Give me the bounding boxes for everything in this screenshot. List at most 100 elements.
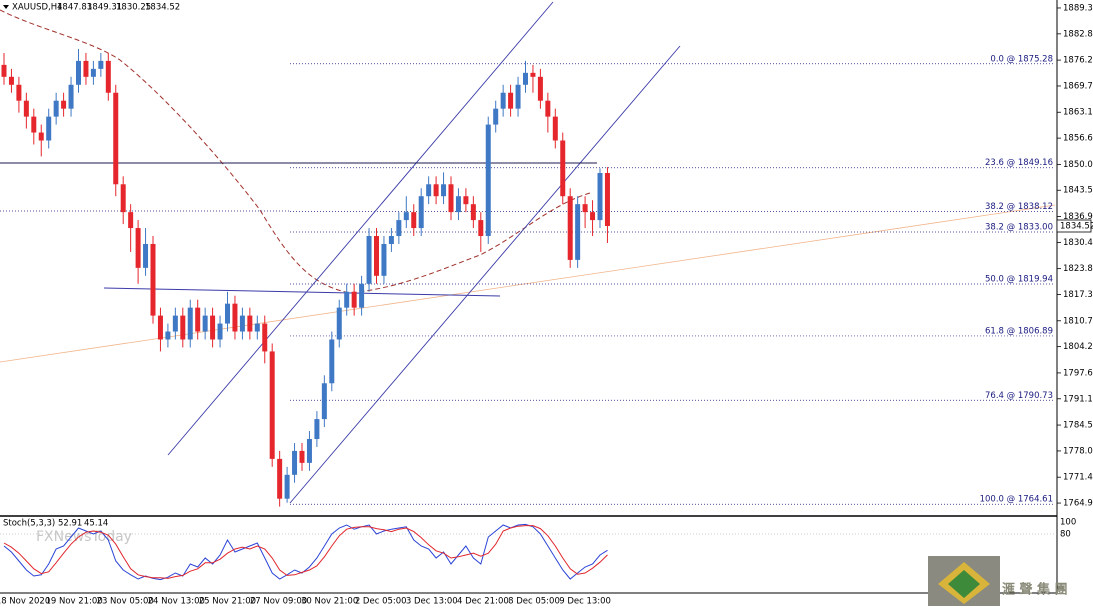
support-line (103, 287, 501, 297)
x-tick-label: 2 Dec 05:00 (355, 597, 407, 607)
high-value: 1849.31 (87, 3, 122, 13)
open-value: 1847.83 (57, 3, 92, 13)
candle-body (76, 60, 81, 85)
y-tick-label: 1876.20 (1063, 56, 1093, 66)
y-tick-label: 1797.60 (1063, 368, 1093, 378)
candle-body (478, 220, 484, 237)
candle-body (31, 116, 37, 133)
low-value: 1830.25 (116, 3, 151, 13)
candle-body (135, 228, 141, 268)
y-tick-label: 1863.10 (1063, 108, 1093, 118)
candle-body (232, 303, 238, 332)
candle-body (396, 220, 402, 237)
candle-body (195, 307, 201, 332)
y-tick-label: 1823.80 (1063, 264, 1093, 274)
y-tick-label: 1778.00 (1063, 446, 1093, 456)
y-tick-label: 1856.60 (1063, 134, 1093, 144)
stoch-line (3, 523, 608, 581)
candle-body (38, 132, 44, 141)
x-tick-label: 25 Nov 21:00 (199, 597, 256, 607)
candle-body (180, 315, 186, 340)
candle-body (448, 184, 454, 213)
candle-body (411, 212, 417, 229)
y-tick-label: 1830.40 (1063, 238, 1093, 248)
stoch-d-value: 45.14 (84, 519, 108, 529)
y-tick-label: 1791.10 (1063, 394, 1093, 404)
x-tick-label: 4 Dec 21:00 (457, 597, 509, 607)
y-tick-label: 80 (1060, 530, 1071, 540)
current-price: 1834.52 (1060, 222, 1093, 232)
x-tick-label: 8 Dec 05:00 (508, 597, 560, 607)
candle-body (560, 140, 566, 197)
candle-body (113, 92, 119, 185)
moving-average (0, 9, 591, 294)
candle-body (46, 116, 52, 141)
candle-body (120, 184, 126, 213)
candle-body (217, 323, 223, 340)
x-tick-label: 24 Nov 13:00 (148, 597, 205, 607)
candle-body (239, 315, 245, 332)
candle-body (344, 291, 350, 308)
candle-body (269, 351, 275, 459)
candle-body (23, 100, 29, 117)
fib-label: 0.0 @ 1875.28 (990, 54, 1053, 64)
candle-body (292, 450, 298, 475)
candle-body (441, 184, 447, 197)
candle-body (515, 84, 521, 109)
candle-body (314, 419, 320, 439)
candle-body (336, 307, 342, 340)
fib-label: 38.2 @ 1838.12 (985, 202, 1053, 212)
x-tick-label: 30 Nov 21:00 (301, 597, 358, 607)
candle-body (366, 236, 372, 284)
candle-body (575, 204, 581, 260)
x-tick-label: 27 Nov 09:00 (250, 597, 307, 607)
candle-body (470, 204, 476, 221)
candle-body (374, 236, 379, 276)
candle-body (403, 212, 409, 221)
candle-body (128, 212, 134, 229)
candle-body (418, 196, 424, 229)
y-tick-label: 1817.30 (1063, 290, 1093, 300)
candle-body (105, 60, 111, 93)
candle-body (530, 72, 536, 77)
y-tick-label: 1869.70 (1063, 81, 1093, 91)
candle-body (485, 124, 491, 237)
candle-body (157, 315, 163, 340)
candle-body (590, 212, 596, 221)
fib-label: 50.0 @ 1819.94 (985, 275, 1053, 285)
y-tick-label: 1784.50 (1063, 421, 1093, 431)
candle-body (545, 100, 551, 117)
fib-label: 100.0 @ 1764.61 (980, 495, 1053, 505)
candle-body (83, 60, 89, 77)
logo: 滙 聲 集 團 (928, 556, 1068, 606)
candle-body (582, 204, 588, 213)
candle-body (359, 283, 365, 308)
symbol: XAUUSD,H4 (12, 3, 63, 13)
candle-body (61, 100, 67, 109)
y-tick-label: 1764.90 (1063, 499, 1093, 509)
candle-body (90, 68, 96, 77)
y-tick-label: 1889.30 (1063, 3, 1093, 13)
stoch-line (3, 525, 608, 579)
logo-text: 滙 聲 集 團 (1002, 582, 1068, 598)
candle-body (321, 383, 327, 420)
watermark: FXNewsToday (36, 529, 132, 545)
candle-body (8, 76, 14, 85)
fib-label: 23.6 @ 1849.16 (985, 158, 1053, 168)
candle-body (143, 243, 149, 268)
menu-arrow (3, 5, 9, 9)
fib-label: 76.4 @ 1790.73 (985, 391, 1053, 401)
y-tick-label: 1882.80 (1063, 29, 1093, 39)
candle-body (306, 438, 312, 463)
candle-body (597, 173, 603, 221)
candle-body (537, 76, 543, 101)
logo-inner (948, 570, 980, 598)
candle-body (262, 323, 268, 352)
x-tick-label: 3 Dec 13:00 (406, 597, 458, 607)
candle-body (254, 323, 260, 332)
candle-body (351, 291, 357, 308)
candle-body (225, 303, 230, 324)
y-tick-label: 1850.00 (1063, 160, 1093, 170)
